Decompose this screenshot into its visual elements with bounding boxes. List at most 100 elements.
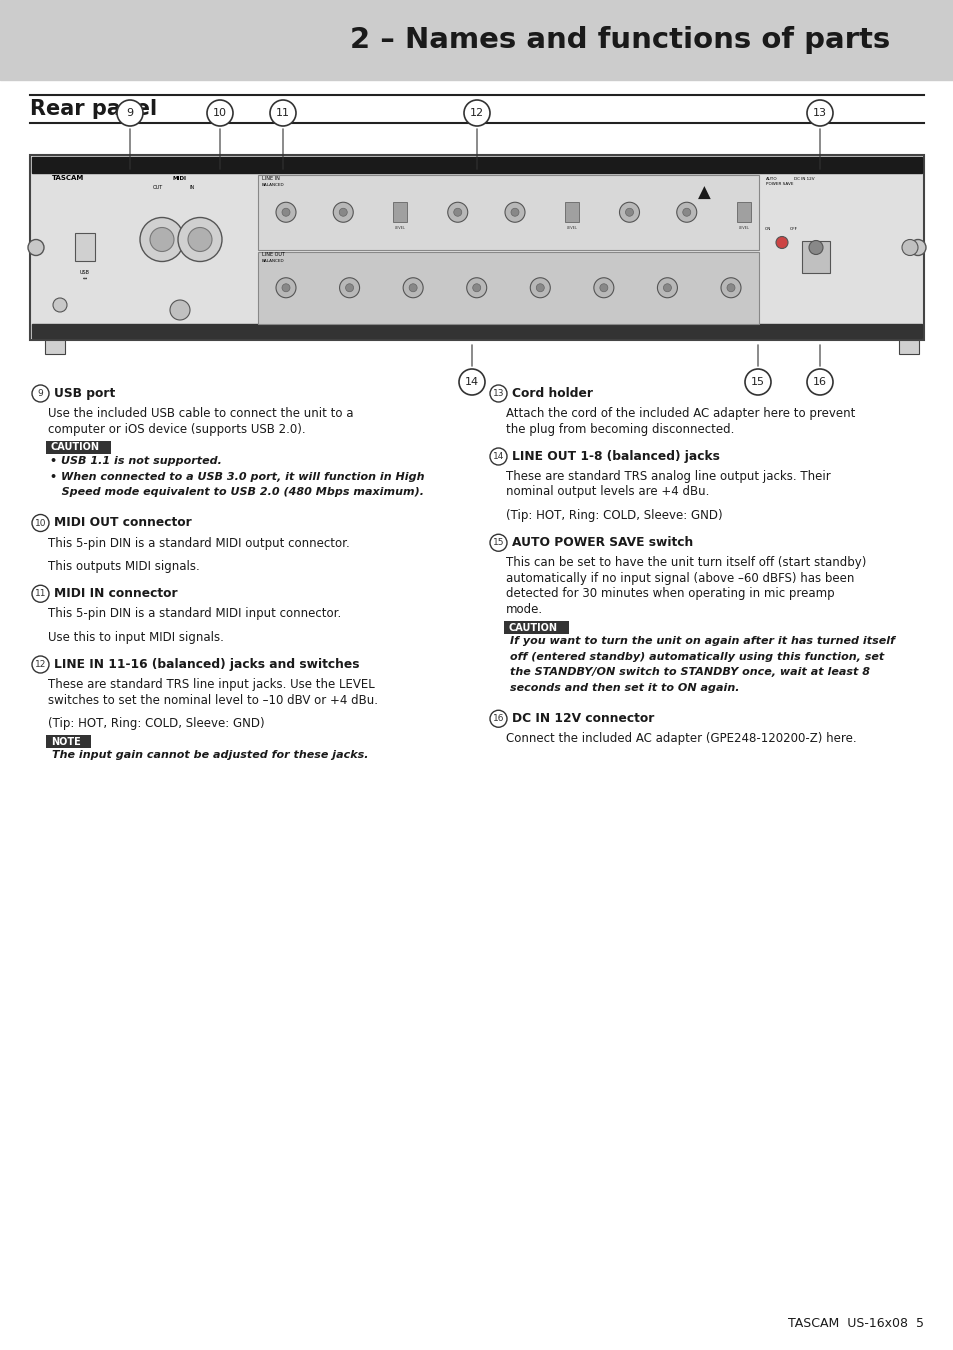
Circle shape	[447, 202, 467, 223]
Text: Speed mode equivalent to USB 2.0 (480 Mbps maximum).: Speed mode equivalent to USB 2.0 (480 Mb…	[50, 487, 423, 497]
Circle shape	[901, 239, 917, 255]
Text: 9: 9	[127, 108, 133, 117]
Text: 12: 12	[470, 108, 483, 117]
Circle shape	[775, 236, 787, 248]
Text: 12: 12	[34, 660, 46, 670]
Text: detected for 30 minutes when operating in mic preamp: detected for 30 minutes when operating i…	[505, 587, 834, 601]
Text: 14: 14	[464, 377, 478, 387]
Text: OUT: OUT	[152, 185, 163, 190]
Circle shape	[458, 369, 484, 396]
Text: OFF: OFF	[789, 227, 797, 231]
Circle shape	[170, 300, 190, 320]
Circle shape	[473, 284, 480, 292]
Circle shape	[909, 239, 925, 255]
Text: Connect the included AC adapter (GPE248-120200-Z) here.: Connect the included AC adapter (GPE248-…	[505, 732, 856, 745]
Circle shape	[808, 240, 822, 255]
Text: 13: 13	[493, 389, 504, 398]
Circle shape	[53, 298, 67, 312]
Circle shape	[720, 278, 740, 298]
Circle shape	[454, 208, 461, 216]
Text: Use the included USB cable to connect the unit to a: Use the included USB cable to connect th…	[48, 406, 354, 420]
Circle shape	[140, 217, 184, 262]
Text: These are standard TRS line input jacks. Use the LEVEL: These are standard TRS line input jacks.…	[48, 678, 375, 691]
Circle shape	[339, 278, 359, 298]
Text: the plug from becoming disconnected.: the plug from becoming disconnected.	[505, 423, 734, 436]
Circle shape	[333, 202, 353, 223]
Bar	[45, 340, 65, 354]
Text: • When connected to a USB 3.0 port, it will function in High: • When connected to a USB 3.0 port, it w…	[50, 471, 424, 482]
Text: computer or iOS device (supports USB 2.0).: computer or iOS device (supports USB 2.0…	[48, 423, 305, 436]
Circle shape	[463, 100, 490, 126]
Text: 10: 10	[213, 108, 227, 117]
Text: the STANDBY/ON switch to STANDBY once, wait at least 8: the STANDBY/ON switch to STANDBY once, w…	[510, 667, 869, 678]
Text: 14: 14	[493, 452, 503, 460]
Text: 15: 15	[493, 539, 504, 547]
Circle shape	[490, 710, 506, 728]
Text: MIDI IN connector: MIDI IN connector	[54, 587, 177, 601]
Circle shape	[28, 239, 44, 255]
Bar	[46, 441, 111, 454]
Circle shape	[599, 284, 607, 292]
Text: These are standard TRS analog line output jacks. Their: These are standard TRS analog line outpu…	[505, 470, 830, 483]
Circle shape	[504, 202, 524, 223]
Text: CAUTION: CAUTION	[509, 622, 558, 633]
Text: nominal output levels are +4 dBu.: nominal output levels are +4 dBu.	[505, 486, 709, 498]
Text: The input gain cannot be adjusted for these jacks.: The input gain cannot be adjusted for th…	[52, 751, 368, 760]
Text: ON: ON	[764, 227, 770, 231]
Circle shape	[511, 208, 518, 216]
Text: LEVEL: LEVEL	[395, 227, 406, 231]
Text: 15: 15	[750, 377, 764, 387]
Circle shape	[403, 278, 423, 298]
Bar	[503, 621, 568, 634]
Text: DC IN 12V: DC IN 12V	[793, 177, 814, 181]
Bar	[737, 202, 750, 223]
Circle shape	[490, 385, 506, 402]
Text: CAUTION: CAUTION	[51, 443, 100, 452]
Text: AUTO
POWER SAVE: AUTO POWER SAVE	[765, 177, 793, 185]
Circle shape	[207, 100, 233, 126]
Bar	[32, 157, 921, 173]
Text: LEVEL: LEVEL	[566, 227, 578, 231]
Text: 16: 16	[493, 714, 504, 724]
Circle shape	[275, 202, 295, 223]
Text: 9: 9	[37, 389, 43, 398]
Text: Cord holder: Cord holder	[512, 387, 593, 400]
Circle shape	[409, 284, 416, 292]
Text: This 5-pin DIN is a standard MIDI output connector.: This 5-pin DIN is a standard MIDI output…	[48, 536, 350, 549]
Bar	[898, 340, 918, 354]
Circle shape	[275, 278, 295, 298]
Text: TASCAM: TASCAM	[52, 176, 84, 181]
Circle shape	[188, 228, 212, 251]
Text: 10: 10	[34, 518, 46, 528]
Circle shape	[32, 656, 49, 674]
Circle shape	[32, 514, 49, 532]
Circle shape	[490, 535, 506, 551]
Circle shape	[345, 284, 354, 292]
Text: 11: 11	[275, 108, 290, 117]
Circle shape	[536, 284, 544, 292]
Circle shape	[282, 284, 290, 292]
Bar	[257, 176, 759, 250]
Text: Attach the cord of the included AC adapter here to prevent: Attach the cord of the included AC adapt…	[505, 406, 855, 420]
Bar	[257, 251, 759, 324]
Text: switches to set the nominal level to –10 dBV or +4 dBu.: switches to set the nominal level to –10…	[48, 694, 377, 706]
Bar	[393, 202, 407, 223]
Circle shape	[618, 202, 639, 223]
Text: • USB 1.1 is not supported.: • USB 1.1 is not supported.	[50, 456, 222, 466]
Text: automatically if no input signal (above –60 dBFS) has been: automatically if no input signal (above …	[505, 572, 854, 585]
Text: LINE IN 11-16 (balanced) jacks and switches: LINE IN 11-16 (balanced) jacks and switc…	[54, 657, 359, 671]
Bar	[30, 155, 923, 340]
Text: LINE IN: LINE IN	[262, 176, 279, 181]
Text: MIDI OUT connector: MIDI OUT connector	[54, 517, 192, 529]
Text: BALANCED: BALANCED	[262, 184, 284, 188]
Circle shape	[32, 586, 49, 602]
Text: 16: 16	[812, 377, 826, 387]
Text: MIDI: MIDI	[172, 176, 187, 181]
Text: off (entered standby) automatically using this function, set: off (entered standby) automatically usin…	[510, 652, 883, 662]
Circle shape	[150, 228, 173, 251]
Circle shape	[726, 284, 734, 292]
Text: IN: IN	[190, 185, 194, 190]
Circle shape	[282, 208, 290, 216]
Circle shape	[117, 100, 143, 126]
Text: (Tip: HOT, Ring: COLD, Sleeve: GND): (Tip: HOT, Ring: COLD, Sleeve: GND)	[48, 717, 264, 730]
